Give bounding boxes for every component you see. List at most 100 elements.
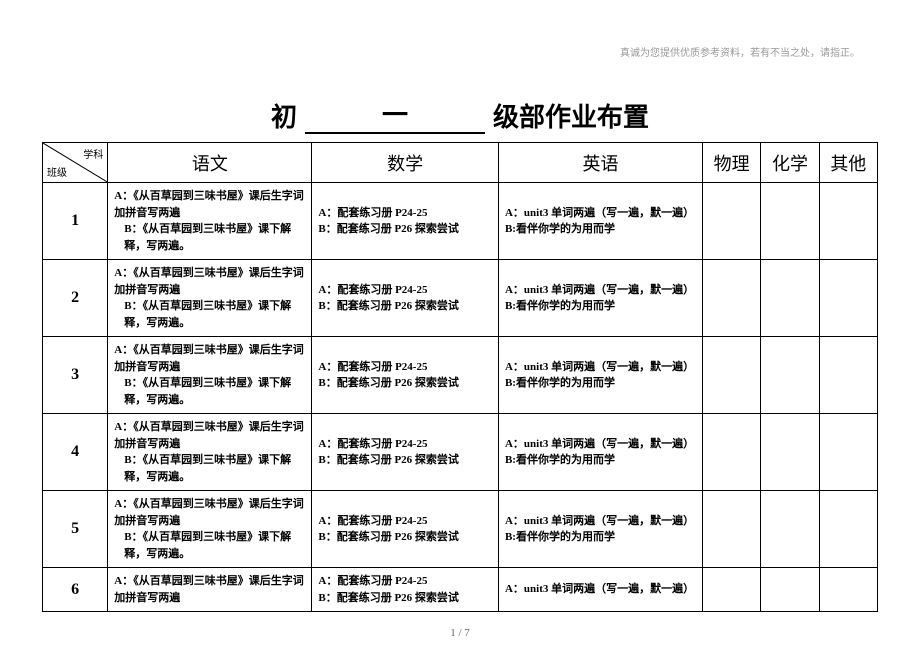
header-note: 真诚为您提供优质参考资料，若有不当之处，请指正。 xyxy=(620,44,860,59)
cell-math: A：配套练习册 P24-25B：配套练习册 P26 探索尝试 xyxy=(312,260,499,337)
cell-chemistry xyxy=(761,568,819,612)
cell-chinese: A：《从百草园到三味书屋》课后生字词加拼音写两遍B：《从百草园到三味书屋》课下解… xyxy=(108,414,312,491)
cell-chemistry xyxy=(761,183,819,260)
math-line-a: A：配套练习册 P24-25 xyxy=(318,573,492,590)
math-line-a: A：配套练习册 P24-25 xyxy=(318,282,492,299)
row-number: 4 xyxy=(43,414,108,491)
cell-english: A：unit3 单词两遍（写一遍，默一遍） xyxy=(498,568,702,612)
math-line-a: A：配套练习册 P24-25 xyxy=(318,436,492,453)
chinese-line-b: B：《从百草园到三味书屋》课下解释，写两遍。 xyxy=(114,298,305,331)
table-row: 5A：《从百草园到三味书屋》课后生字词加拼音写两遍B：《从百草园到三味书屋》课下… xyxy=(43,491,878,568)
math-line-a: A：配套练习册 P24-25 xyxy=(318,359,492,376)
math-line-b: B：配套练习册 P26 探索尝试 xyxy=(318,529,492,546)
chinese-line-a: A：《从百草园到三味书屋》课后生字词加拼音写两遍 xyxy=(114,496,305,529)
col-header-chinese: 语文 xyxy=(108,143,312,183)
math-line-b: B：配套练习册 P26 探索尝试 xyxy=(318,298,492,315)
homework-table: 学科 班级 语文 数学 英语 物理 化学 其他 1A：《从百草园到三味书屋》课后… xyxy=(42,142,878,612)
row-number: 3 xyxy=(43,337,108,414)
chinese-line-b: B：《从百草园到三味书屋》课下解释，写两遍。 xyxy=(114,529,305,562)
cell-other xyxy=(819,491,877,568)
english-line-a: A：unit3 单词两遍（写一遍，默一遍） xyxy=(505,359,696,376)
title-prefix: 初 xyxy=(271,103,297,132)
table-row: 2A：《从百草园到三味书屋》课后生字词加拼音写两遍B：《从百草园到三味书屋》课下… xyxy=(43,260,878,337)
cell-english: A：unit3 单词两遍（写一遍，默一遍）B:看伴你学的为用而学 xyxy=(498,183,702,260)
cell-math: A：配套练习册 P24-25B：配套练习册 P26 探索尝试 xyxy=(312,568,499,612)
table-row: 1A：《从百草园到三味书屋》课后生字词加拼音写两遍B：《从百草园到三味书屋》课下… xyxy=(43,183,878,260)
math-line-a: A：配套练习册 P24-25 xyxy=(318,205,492,222)
math-line-b: B：配套练习册 P26 探索尝试 xyxy=(318,590,492,607)
cell-english: A：unit3 单词两遍（写一遍，默一遍）B:看伴你学的为用而学 xyxy=(498,491,702,568)
cell-english: A：unit3 单词两遍（写一遍，默一遍）B:看伴你学的为用而学 xyxy=(498,260,702,337)
chinese-line-a: A：《从百草园到三味书屋》课后生字词加拼音写两遍 xyxy=(114,342,305,375)
chinese-line-b: B：《从百草园到三味书屋》课下解释，写两遍。 xyxy=(114,375,305,408)
cell-chinese: A：《从百草园到三味书屋》课后生字词加拼音写两遍B：《从百草园到三味书屋》课下解… xyxy=(108,491,312,568)
math-line-b: B：配套练习册 P26 探索尝试 xyxy=(318,375,492,392)
cell-chemistry xyxy=(761,260,819,337)
chinese-line-a: A：《从百草园到三味书屋》课后生字词加拼音写两遍 xyxy=(114,265,305,298)
chinese-line-a: A：《从百草园到三味书屋》课后生字词加拼音写两遍 xyxy=(114,573,305,606)
cell-physics xyxy=(703,414,761,491)
cell-chemistry xyxy=(761,491,819,568)
title-grade: 一 xyxy=(305,95,485,134)
cell-chemistry xyxy=(761,414,819,491)
col-header-physics: 物理 xyxy=(703,143,761,183)
english-line-a: A：unit3 单词两遍（写一遍，默一遍） xyxy=(505,513,696,530)
math-line-b: B：配套练习册 P26 探索尝试 xyxy=(318,221,492,238)
cell-physics xyxy=(703,568,761,612)
math-line-b: B：配套练习册 P26 探索尝试 xyxy=(318,452,492,469)
english-line-a: A：unit3 单词两遍（写一遍，默一遍） xyxy=(505,581,696,598)
english-line-b: B:看伴你学的为用而学 xyxy=(505,375,696,392)
english-line-b: B:看伴你学的为用而学 xyxy=(505,529,696,546)
cell-physics xyxy=(703,337,761,414)
cell-physics xyxy=(703,260,761,337)
table-row: 4A：《从百草园到三味书屋》课后生字词加拼音写两遍B：《从百草园到三味书屋》课下… xyxy=(43,414,878,491)
row-number: 5 xyxy=(43,491,108,568)
cell-other xyxy=(819,337,877,414)
english-line-a: A：unit3 单词两遍（写一遍，默一遍） xyxy=(505,282,696,299)
chinese-line-b: B：《从百草园到三味书屋》课下解释，写两遍。 xyxy=(114,452,305,485)
corner-bottom-label: 班级 xyxy=(47,164,67,179)
cell-chinese: A：《从百草园到三味书屋》课后生字词加拼音写两遍B：《从百草园到三味书屋》课下解… xyxy=(108,183,312,260)
table-row: 3A：《从百草园到三味书屋》课后生字词加拼音写两遍B：《从百草园到三味书屋》课下… xyxy=(43,337,878,414)
cell-english: A：unit3 单词两遍（写一遍，默一遍）B:看伴你学的为用而学 xyxy=(498,414,702,491)
english-line-a: A：unit3 单词两遍（写一遍，默一遍） xyxy=(505,436,696,453)
col-header-chemistry: 化学 xyxy=(761,143,819,183)
col-header-math: 数学 xyxy=(312,143,499,183)
chinese-line-a: A：《从百草园到三味书屋》课后生字词加拼音写两遍 xyxy=(114,419,305,452)
cell-other xyxy=(819,260,877,337)
page-title: 初 一 级部作业布置 xyxy=(0,0,920,142)
cell-other xyxy=(819,414,877,491)
title-suffix: 级部作业布置 xyxy=(493,103,649,132)
page-footer: 1 / 7 xyxy=(0,627,920,639)
row-number: 6 xyxy=(43,568,108,612)
table-header-row: 学科 班级 语文 数学 英语 物理 化学 其他 xyxy=(43,143,878,183)
cell-physics xyxy=(703,183,761,260)
cell-chemistry xyxy=(761,337,819,414)
corner-top-label: 学科 xyxy=(83,146,103,161)
col-header-other: 其他 xyxy=(819,143,877,183)
english-line-b: B:看伴你学的为用而学 xyxy=(505,298,696,315)
cell-other xyxy=(819,183,877,260)
english-line-b: B:看伴你学的为用而学 xyxy=(505,221,696,238)
english-line-a: A：unit3 单词两遍（写一遍，默一遍） xyxy=(505,205,696,222)
english-line-b: B:看伴你学的为用而学 xyxy=(505,452,696,469)
col-header-english: 英语 xyxy=(498,143,702,183)
cell-chinese: A：《从百草园到三味书屋》课后生字词加拼音写两遍 xyxy=(108,568,312,612)
row-number: 1 xyxy=(43,183,108,260)
cell-chinese: A：《从百草园到三味书屋》课后生字词加拼音写两遍B：《从百草园到三味书屋》课下解… xyxy=(108,260,312,337)
row-number: 2 xyxy=(43,260,108,337)
chinese-line-a: A：《从百草园到三味书屋》课后生字词加拼音写两遍 xyxy=(114,188,305,221)
corner-cell: 学科 班级 xyxy=(43,143,108,183)
table-row: 6A：《从百草园到三味书屋》课后生字词加拼音写两遍A：配套练习册 P24-25B… xyxy=(43,568,878,612)
cell-math: A：配套练习册 P24-25B：配套练习册 P26 探索尝试 xyxy=(312,491,499,568)
cell-english: A：unit3 单词两遍（写一遍，默一遍）B:看伴你学的为用而学 xyxy=(498,337,702,414)
cell-math: A：配套练习册 P24-25B：配套练习册 P26 探索尝试 xyxy=(312,183,499,260)
cell-physics xyxy=(703,491,761,568)
chinese-line-b: B：《从百草园到三味书屋》课下解释，写两遍。 xyxy=(114,221,305,254)
cell-chinese: A：《从百草园到三味书屋》课后生字词加拼音写两遍B：《从百草园到三味书屋》课下解… xyxy=(108,337,312,414)
math-line-a: A：配套练习册 P24-25 xyxy=(318,513,492,530)
cell-math: A：配套练习册 P24-25B：配套练习册 P26 探索尝试 xyxy=(312,414,499,491)
cell-math: A：配套练习册 P24-25B：配套练习册 P26 探索尝试 xyxy=(312,337,499,414)
cell-other xyxy=(819,568,877,612)
table-body: 1A：《从百草园到三味书屋》课后生字词加拼音写两遍B：《从百草园到三味书屋》课下… xyxy=(43,183,878,612)
